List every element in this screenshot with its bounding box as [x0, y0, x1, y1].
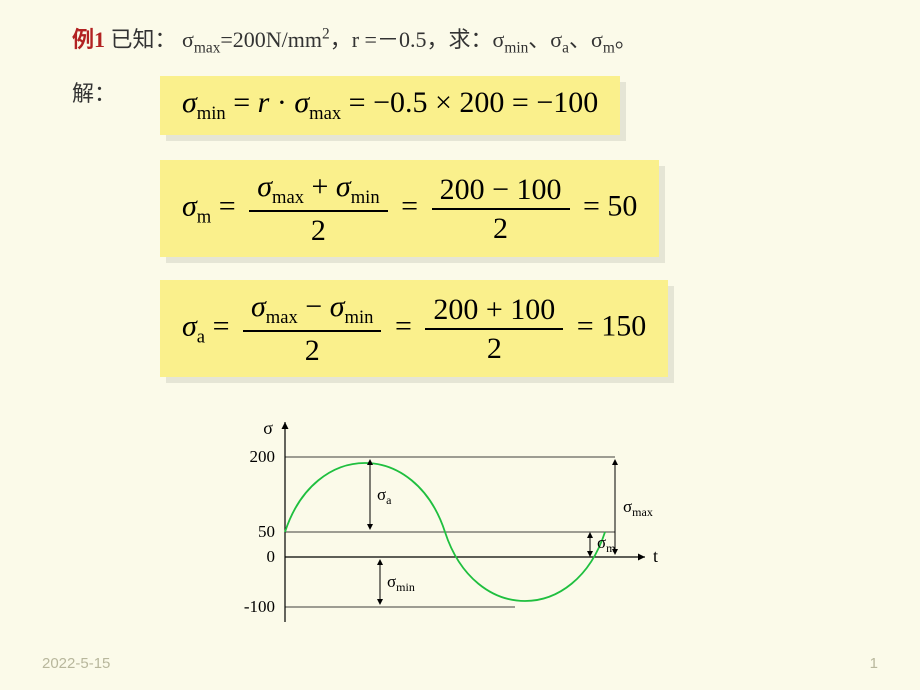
sigma-min-label: σmin	[387, 572, 415, 594]
eq3-frac2: 200 + 100 2	[425, 293, 563, 365]
eq3-den1: 2	[243, 332, 381, 367]
footer-date: 2022-5-15	[42, 655, 110, 672]
eq2-num1b-sub: min	[351, 187, 380, 208]
find-sym1: σ	[492, 27, 504, 52]
eq1-lhs-sub: min	[197, 103, 226, 124]
sine-chart: 200 50 0 -100 σ t σa σmin σm σmax	[215, 412, 695, 642]
eq2-rhs: = 50	[583, 190, 637, 223]
example-label: 例1	[72, 27, 105, 52]
sigma-a-label: σa	[377, 485, 392, 507]
equation-1: σmin = r · σmax = −0.5 × 200 = −100	[160, 76, 620, 135]
eq1-sigmax: σ	[294, 86, 309, 119]
sep1: 、σ	[528, 27, 562, 52]
r-text: ，r =－0.5，	[330, 27, 449, 52]
sigma-max-sym: σ	[182, 27, 194, 52]
sigma-m-label: σm	[597, 533, 616, 555]
eq3-num1: σmax − σmin	[243, 290, 381, 332]
sep2: 、σ	[569, 27, 603, 52]
find-a-sub: a	[562, 39, 569, 56]
eq2-frac1: σmax + σmin 2	[249, 170, 387, 247]
eq2-den1: 2	[249, 212, 387, 247]
eq1-mid1: =	[226, 86, 258, 119]
given-label: 已知：	[111, 27, 177, 52]
tick-50: 50	[258, 522, 275, 541]
eq2-eq: =	[211, 190, 243, 223]
eq2-num1: σmax + σmin	[249, 170, 387, 212]
eq2-num1a: σ	[257, 170, 272, 203]
solution-label: 解：	[72, 76, 116, 108]
eq3-num1b: σ	[330, 290, 345, 323]
find-m-sub: m	[603, 39, 615, 56]
find-min-sub: min	[504, 39, 528, 56]
tick-0: 0	[267, 547, 276, 566]
eq2-num1b: σ	[336, 170, 351, 203]
eq3-num1a: σ	[251, 290, 266, 323]
equation-2: σm = σmax + σmin 2 = 200 − 100 2 = 50	[160, 160, 659, 257]
eq2-lhs-sub: m	[197, 207, 211, 228]
eq2-eq2: =	[401, 190, 425, 223]
problem-statement: 例1 已知： σmax=200N/mm2，r =－0.5，求：σmin、σa、σ…	[72, 22, 637, 57]
equation-1-wrap: σmin = r · σmax = −0.5 × 200 = −100	[160, 76, 620, 135]
equation-2-wrap: σm = σmax + σmin 2 = 200 − 100 2 = 50	[160, 160, 659, 257]
eq1-mid1-sub: max	[309, 103, 341, 124]
sigma-max-sup: 2	[322, 26, 330, 43]
eq3-num2: 200 + 100	[425, 293, 563, 330]
eq2-num2: 200 − 100	[432, 173, 570, 210]
eq1-lhs-sym: σ	[182, 86, 197, 119]
find-label: 求：	[448, 27, 492, 52]
eq1-r: r	[258, 86, 270, 119]
x-axis-label: t	[653, 546, 658, 566]
tick-neg100: -100	[244, 597, 275, 616]
eq3-eq2: =	[395, 310, 419, 343]
sigma-max-label: σmax	[623, 497, 653, 519]
eq3-den2: 2	[425, 330, 563, 365]
period: 。	[615, 27, 637, 52]
eq3-rhs: = 150	[577, 310, 646, 343]
equation-3-wrap: σa = σmax − σmin 2 = 200 + 100 2 = 150	[160, 280, 668, 377]
eq2-plus: +	[304, 170, 336, 203]
y-axis-label: σ	[263, 418, 273, 438]
eq1-rhs: = −0.5 × 200 = −100	[341, 86, 598, 119]
eq2-lhs-sym: σ	[182, 190, 197, 223]
eq3-lhs-sym: σ	[182, 310, 197, 343]
eq2-frac2: 200 − 100 2	[432, 173, 570, 245]
eq3-eq: =	[205, 310, 237, 343]
eq2-num1a-sub: max	[272, 187, 304, 208]
eq2-den2: 2	[432, 210, 570, 245]
tick-200: 200	[250, 447, 276, 466]
eq3-frac1: σmax − σmin 2	[243, 290, 381, 367]
footer-page: 1	[870, 655, 878, 672]
eq3-num1a-sub: max	[266, 307, 298, 328]
sigma-max-sub: max	[194, 39, 221, 56]
sigma-max-val: =200N/mm	[220, 27, 322, 52]
eq3-lhs-sub: a	[197, 327, 205, 348]
eq3-num1b-sub: min	[345, 307, 374, 328]
equation-3: σa = σmax − σmin 2 = 200 + 100 2 = 150	[160, 280, 668, 377]
eq1-dot: ·	[269, 86, 294, 119]
eq3-minus: −	[298, 290, 330, 323]
chart-svg: 200 50 0 -100 σ t σa σmin σm σmax	[215, 412, 695, 642]
